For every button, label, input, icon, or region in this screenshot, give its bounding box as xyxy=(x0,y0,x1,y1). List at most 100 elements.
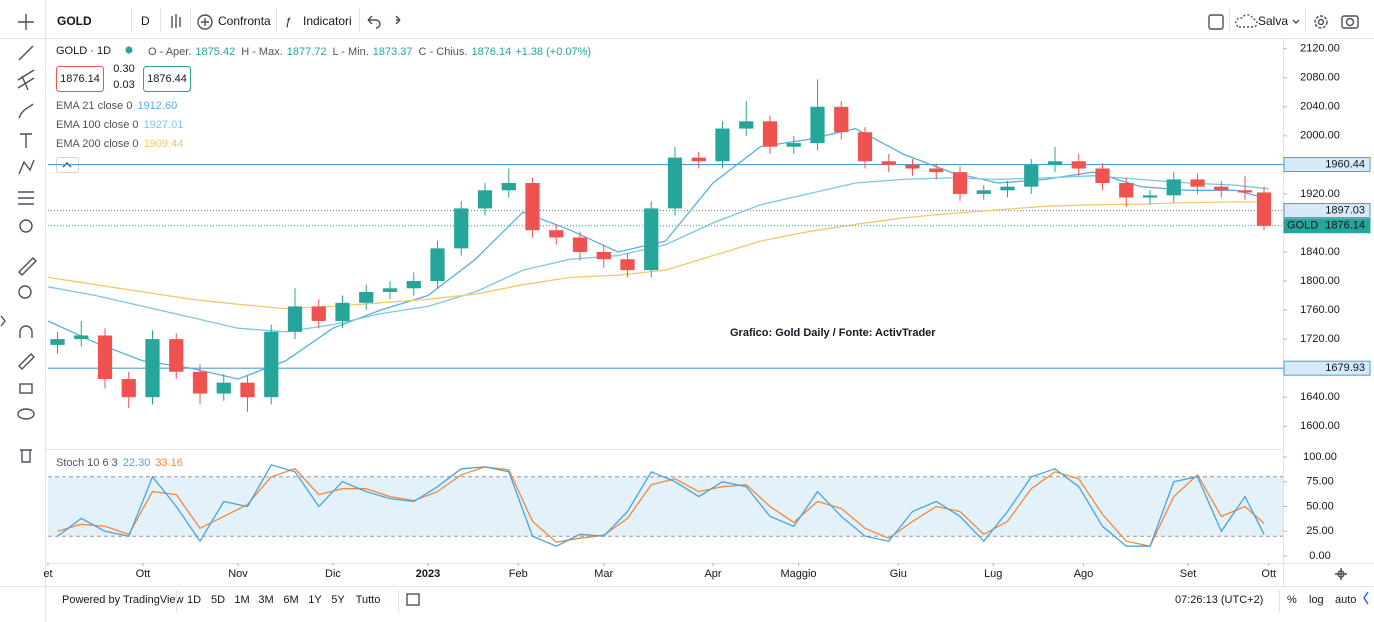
crosshair-icon[interactable] xyxy=(18,14,34,30)
redo-button[interactable] xyxy=(395,15,401,25)
indicator-band xyxy=(48,476,1283,537)
percent-toggle[interactable]: % xyxy=(1287,594,1297,606)
x-tick-label: Ago xyxy=(1074,568,1094,580)
y-tick-label: 1600.00 xyxy=(1300,420,1340,432)
trend-line-tool[interactable] xyxy=(18,45,34,61)
level-label: 1960.44 xyxy=(1325,158,1365,170)
indicator-k: 22.30 xyxy=(123,457,151,469)
range-button[interactable]: 1Y xyxy=(308,594,322,606)
range-button[interactable]: 5D xyxy=(211,594,225,606)
lock-drawing-tool[interactable] xyxy=(18,353,35,370)
range-button[interactable]: 1D xyxy=(187,594,201,606)
lock-tool[interactable] xyxy=(19,383,33,394)
sell-price[interactable]: 1876.14 xyxy=(60,73,100,85)
compare-icon[interactable] xyxy=(197,14,213,30)
candle-body xyxy=(834,106,849,133)
indicators-button[interactable]: Indicatori xyxy=(303,14,352,28)
range-button[interactable]: 5Y xyxy=(331,594,345,606)
candle-body xyxy=(525,183,540,231)
collapse-arrow xyxy=(62,162,72,168)
zoom-tool[interactable] xyxy=(18,285,32,299)
candle-body xyxy=(786,143,801,147)
layout-button[interactable] xyxy=(1208,14,1224,30)
y-tick-label: 2080.00 xyxy=(1300,72,1340,84)
ema-line xyxy=(47,201,1269,310)
legend-value: 1877.72 xyxy=(287,46,327,58)
spread: 0.03 xyxy=(113,79,134,91)
level-label-box xyxy=(1283,203,1371,219)
candle-body xyxy=(1047,161,1063,165)
axis-settings-button[interactable] xyxy=(1335,568,1347,580)
x-tick-label: Giu xyxy=(890,568,907,580)
buy-box[interactable] xyxy=(143,66,191,92)
range-button[interactable]: Tutto xyxy=(356,594,381,606)
candle-body xyxy=(359,291,374,303)
legend-ohlc: O - Aper. 1875.42 H - Max. 1877.72 L - Min. 1… xyxy=(148,46,591,58)
candle-body xyxy=(976,190,991,194)
last-price-label-box xyxy=(1283,218,1371,234)
y-tick-label: 2120.00 xyxy=(1300,43,1340,55)
undo-button[interactable] xyxy=(367,15,381,29)
overlay-legend: EMA 200 close 0 1909.44 xyxy=(56,138,183,150)
snapshot-button[interactable] xyxy=(1341,15,1359,29)
y-tick-label: 1640.00 xyxy=(1300,391,1340,403)
candle-body xyxy=(905,164,920,169)
candle-body xyxy=(264,331,279,398)
sell-box[interactable] xyxy=(56,66,104,92)
settings-button[interactable] xyxy=(1314,15,1328,29)
candle-body xyxy=(952,172,968,194)
brush-tool[interactable] xyxy=(18,103,34,119)
x-tick-label: 2023 xyxy=(416,568,440,580)
candle-body xyxy=(1024,164,1039,187)
chart-type-button[interactable] xyxy=(171,14,181,28)
visibility-tool[interactable] xyxy=(17,408,35,420)
text-tool[interactable] xyxy=(20,133,32,148)
level-label: 1897.03 xyxy=(1325,204,1365,216)
magnet-tool[interactable] xyxy=(19,325,33,338)
save-menu[interactable] xyxy=(1292,19,1300,24)
x-tick-label: Feb xyxy=(509,568,528,580)
range-button[interactable]: 3M xyxy=(258,594,273,606)
candle-body xyxy=(739,121,754,129)
candle-body xyxy=(1166,179,1181,196)
snapshot-lens xyxy=(1345,17,1355,27)
pattern-tool[interactable] xyxy=(18,159,35,175)
save-icon[interactable] xyxy=(1235,14,1258,28)
overlay-name: EMA 200 close 0 xyxy=(56,138,139,150)
candle-body xyxy=(549,230,564,238)
candle-body xyxy=(715,128,730,162)
delete-tool[interactable] xyxy=(20,449,32,463)
range-button[interactable]: 1M xyxy=(234,594,249,606)
level-label: 1679.93 xyxy=(1325,362,1365,374)
interval-button[interactable]: D xyxy=(141,14,150,28)
save-button[interactable]: Salva xyxy=(1258,14,1288,28)
prediction-tool[interactable] xyxy=(18,191,34,205)
compare-button[interactable]: Confronta xyxy=(218,14,271,28)
candle-body xyxy=(430,248,445,282)
candle-body xyxy=(477,190,493,209)
buy-price[interactable]: 1876.44 xyxy=(147,73,187,85)
symbol-button[interactable]: GOLD xyxy=(57,14,92,28)
sidebar-toggle[interactable] xyxy=(0,315,6,327)
icon-tool[interactable] xyxy=(19,219,33,233)
indicators-icon[interactable]: ƒ xyxy=(285,16,291,28)
log-toggle[interactable]: log xyxy=(1309,594,1324,606)
y-tick-label: 100.00 xyxy=(1303,451,1337,463)
candle-body xyxy=(810,106,825,144)
fib-tool[interactable] xyxy=(17,69,35,91)
auto-toggle[interactable]: auto xyxy=(1335,594,1356,606)
compare-plus xyxy=(201,18,209,26)
crosshair-glyph xyxy=(18,14,34,30)
goto-date-button[interactable] xyxy=(406,593,420,606)
measure-tool[interactable] xyxy=(18,257,37,276)
powered-by[interactable]: Powered by TradingView xyxy=(62,594,184,606)
range-button[interactable]: 6M xyxy=(283,594,298,606)
axis-settings-core xyxy=(1337,570,1345,578)
candle-body xyxy=(311,306,326,321)
drawing-tools xyxy=(0,45,37,463)
expand-button[interactable] xyxy=(1363,591,1369,605)
overlay-legend: EMA 100 close 0 1927.01 xyxy=(56,119,183,131)
overlay-name: EMA 21 close 0 xyxy=(56,100,132,112)
indicator-name: Stoch 10 6 3 xyxy=(56,457,118,469)
overlay-name: EMA 100 close 0 xyxy=(56,119,139,131)
